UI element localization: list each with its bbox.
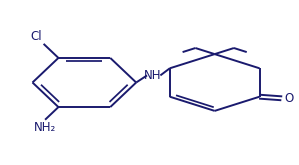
Text: Cl: Cl (30, 30, 42, 43)
Text: NH₂: NH₂ (34, 121, 56, 134)
Text: O: O (284, 92, 293, 105)
Text: NH: NH (144, 69, 162, 82)
